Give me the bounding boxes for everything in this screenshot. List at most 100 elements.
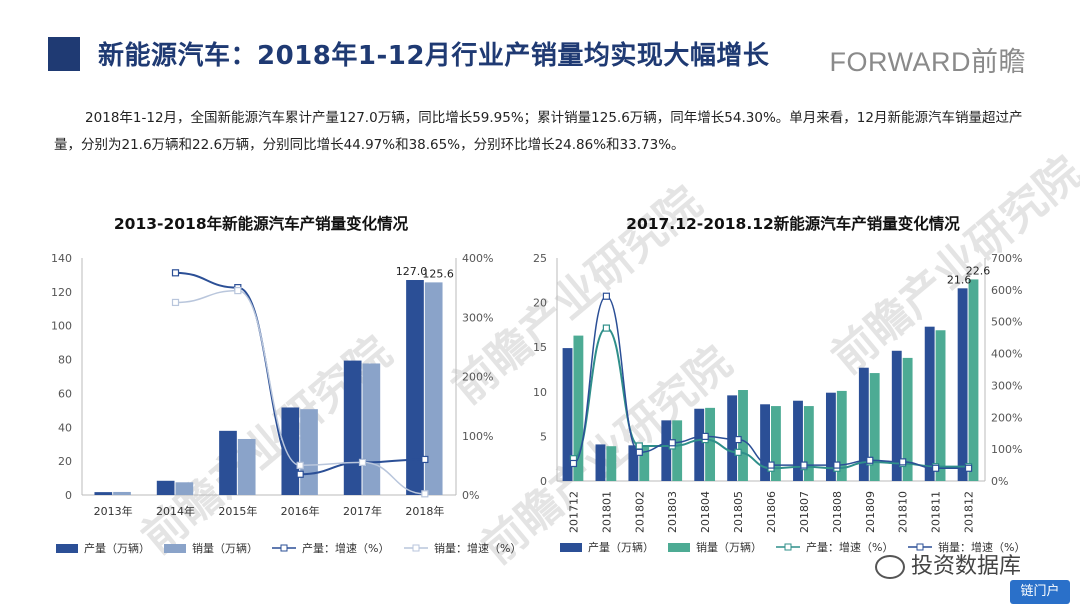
legend-label: 销量（万辆） (192, 541, 258, 555)
y-tick-label: 80 (58, 354, 72, 367)
line-marker (171, 269, 180, 277)
y-tick-label: 60 (58, 387, 72, 400)
line-marker (421, 455, 429, 464)
line-marker (701, 432, 709, 440)
line-marker (899, 458, 907, 466)
x-tick-label: 201812 (963, 491, 976, 533)
site-logo: 链门户 (1010, 580, 1070, 604)
bar (836, 390, 847, 481)
x-tick-label: 201803 (666, 491, 679, 533)
y2-tick-label: 700% (991, 252, 1022, 265)
y-tick-label: 40 (58, 421, 72, 434)
x-tick-label: 201712 (567, 491, 580, 533)
y-tick-label: 10 (533, 386, 547, 399)
bar (705, 407, 716, 481)
y-tick-label: 0 (65, 489, 72, 502)
x-tick-label: 2015年 (218, 504, 257, 518)
y2-tick-label: 500% (991, 316, 1022, 329)
y-tick-label: 120 (51, 286, 72, 299)
y-tick-label: 0 (540, 475, 547, 488)
line-marker (932, 464, 940, 472)
x-tick-label: 201807 (798, 491, 811, 533)
bar (406, 280, 424, 495)
line-marker (668, 439, 676, 447)
left-chart: 0 20 40 60 80 100 120 140 0% 100% 200% 300% 400% 127.… (51, 252, 521, 555)
legend-label: 产量：增速（%） (806, 540, 893, 554)
x-tick-label: 2017年 (343, 504, 382, 518)
wechat-account-name: 投资数据库 (911, 554, 1022, 579)
y2-tick-label: 0% (462, 489, 479, 502)
x-tick-label: 201802 (633, 491, 646, 533)
line-marker (635, 442, 643, 450)
bar (935, 330, 946, 481)
line-marker (234, 286, 242, 295)
line-marker (734, 435, 742, 444)
bar (219, 430, 237, 495)
y-tick-label: 5 (540, 430, 547, 443)
bar (639, 446, 650, 481)
title-accent-block (48, 37, 80, 71)
bar (562, 348, 573, 481)
y-tick-label: 20 (58, 455, 72, 468)
bar (803, 406, 814, 481)
bar (924, 326, 935, 481)
line-marker (171, 298, 180, 307)
bar (891, 350, 902, 481)
x-tick-label: 201811 (930, 491, 943, 533)
legend-swatch (668, 543, 690, 552)
line-marker (602, 292, 610, 300)
bar (300, 409, 318, 495)
x-tick-label: 201808 (831, 491, 844, 533)
x-tick-label: 201805 (732, 491, 745, 533)
bar (957, 288, 968, 481)
bar (760, 404, 770, 481)
legend-label: 产量（万辆） (588, 540, 654, 554)
bar (628, 445, 639, 481)
x-tick-label: 2016年 (281, 504, 320, 518)
legend-swatch-marker (916, 543, 924, 551)
x-tick-label: 201810 (897, 491, 910, 533)
bar (694, 408, 705, 481)
bar (113, 491, 131, 495)
bar (424, 282, 443, 495)
right-chart-title: 2017.12-2018.12新能源汽车产销量变化情况 (626, 215, 960, 233)
bar (237, 438, 256, 495)
x-tick-label: 2013年 (94, 504, 133, 518)
line-marker (767, 461, 775, 469)
y-tick-label: 140 (51, 252, 72, 265)
series-line (175, 289, 425, 495)
legend-swatch (164, 544, 186, 553)
bar (595, 444, 606, 481)
bar (573, 335, 584, 481)
data-label: 125.6 (422, 267, 454, 280)
y2-tick-label: 100% (462, 430, 493, 443)
bar (825, 392, 836, 481)
bar (362, 363, 381, 495)
series-line (572, 327, 969, 470)
y2-tick-label: 600% (991, 284, 1022, 297)
intro-paragraph: 2018年1-12月，全国新能源汽车累计产量127.0万辆，同比增长59.95%… (54, 110, 1023, 153)
x-tick-label: 201809 (864, 491, 877, 533)
line-marker (800, 461, 808, 469)
right-chart: 0 5 10 15 20 25 0% 100% 200% 300% 400% 500% 600% 700%… (533, 252, 1025, 554)
legend-label: 销量：增速（%） (434, 541, 521, 555)
bar (672, 420, 683, 481)
line-marker (964, 464, 973, 472)
bar (343, 360, 362, 495)
x-tick-label: 2018年 (405, 504, 444, 518)
legend-label: 销量（万辆） (696, 540, 762, 554)
y2-tick-label: 100% (991, 443, 1022, 456)
y2-tick-label: 300% (991, 379, 1022, 392)
legend-swatch-marker (784, 543, 792, 551)
bar (771, 406, 781, 481)
bar (606, 446, 617, 481)
brand-logo: FORWARD前瞻 (829, 47, 1026, 77)
legend-swatch (56, 544, 78, 553)
bar (94, 492, 113, 495)
y-tick-label: 100 (51, 320, 72, 333)
legend-swatch-marker (280, 544, 288, 552)
y-tick-label: 25 (533, 252, 547, 265)
line-marker (569, 459, 578, 468)
data-label: 22.6 (966, 264, 991, 277)
y2-tick-label: 200% (991, 411, 1022, 424)
